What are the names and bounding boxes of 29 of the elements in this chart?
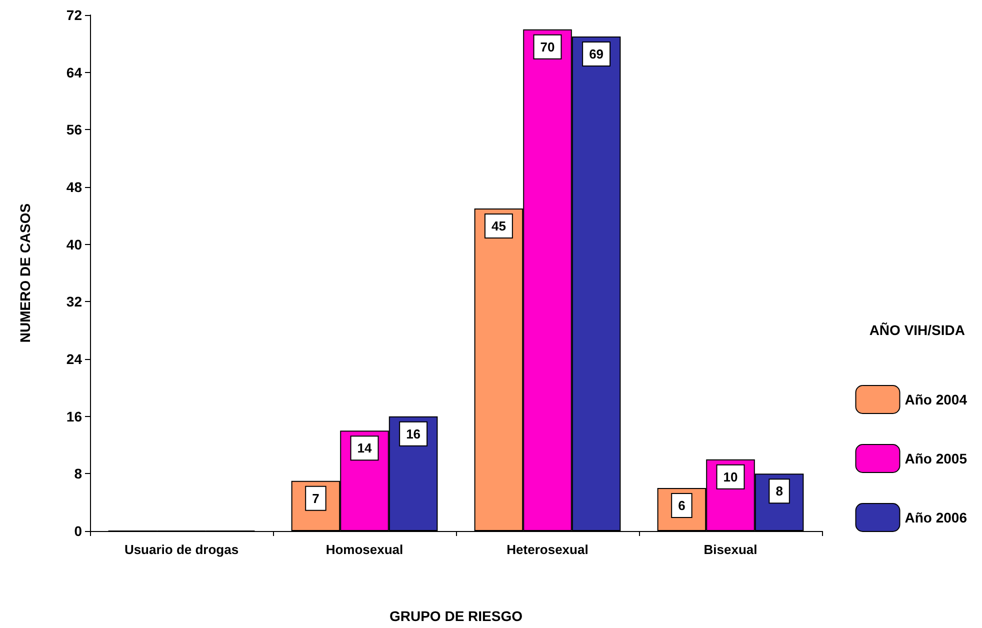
x-tick-label: Bisexual (704, 542, 758, 557)
data-label: 8 (776, 484, 783, 499)
data-label: 6 (678, 498, 686, 513)
legend-title: AÑO VIH/SIDA (869, 322, 966, 338)
y-axis-title: NUMERO DE CASOS (17, 203, 33, 343)
data-label: 69 (589, 46, 604, 62)
y-tick-label: 40 (66, 236, 82, 252)
y-tick-label: 48 (66, 179, 82, 195)
y-tick-label: 16 (66, 408, 82, 424)
y-tick-label: 72 (66, 7, 82, 23)
data-label: 7 (312, 490, 320, 506)
y-tick-label: 56 (66, 122, 82, 138)
x-tick-label: Homosexual (326, 542, 404, 557)
data-label: 10 (723, 469, 738, 484)
y-tick-label: 64 (66, 64, 82, 80)
y-tick-label: 32 (66, 294, 82, 310)
data-label: 45 (491, 218, 506, 234)
y-tick-label: 8 (74, 466, 82, 482)
data-label: 14 (357, 440, 372, 456)
x-tick-label: Heterosexual (506, 542, 588, 557)
x-tick-label: Usuario de drogas (124, 542, 239, 557)
y-tick-label: 0 (74, 523, 82, 539)
legend-label: Año 2006 (904, 510, 968, 526)
data-label: 16 (406, 426, 421, 442)
y-tick-label: 24 (66, 351, 82, 367)
data-label: 70 (540, 39, 555, 54)
legend-label: Año 2004 (904, 392, 968, 408)
x-axis-title: GRUPO DE RIESGO (389, 608, 523, 624)
legend-label: Año 2005 (904, 450, 968, 466)
